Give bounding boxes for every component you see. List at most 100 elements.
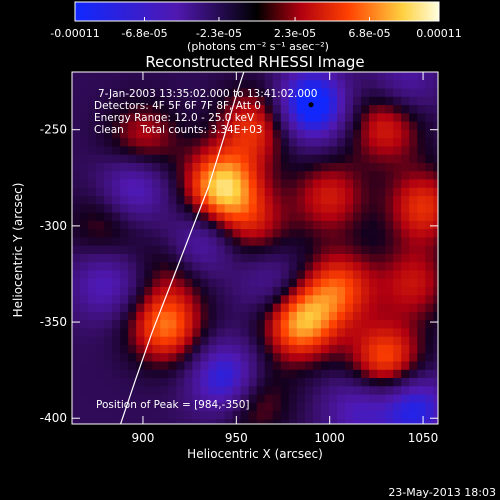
heatmap-cell xyxy=(353,121,362,131)
heatmap-cell xyxy=(280,336,290,346)
heatmap-cell xyxy=(401,262,410,272)
heatmap-cell xyxy=(377,369,386,379)
heatmap-cell xyxy=(377,105,386,114)
heatmap-cell xyxy=(312,72,322,81)
heatmap-cell xyxy=(377,88,386,98)
heatmap-cell xyxy=(345,146,354,156)
heatmap-cell xyxy=(288,344,298,354)
heatmap-cell xyxy=(433,378,438,387)
heatmap-cell xyxy=(176,163,185,172)
heatmap-cell xyxy=(112,311,121,321)
heatmap-cell xyxy=(409,204,418,214)
heatmap-cell xyxy=(216,113,226,123)
heatmap-cell xyxy=(288,138,298,148)
heatmap-cell xyxy=(184,353,193,363)
heatmap-cell xyxy=(401,361,410,371)
heatmap-cell xyxy=(320,129,330,139)
heatmap-cell xyxy=(136,320,145,329)
heatmap-cell xyxy=(304,270,314,280)
heatmap-cell xyxy=(288,295,298,305)
heatmap-cell xyxy=(160,411,169,420)
heatmap-cell xyxy=(216,394,226,404)
heatmap-cell xyxy=(160,320,169,329)
heatmap-cell xyxy=(264,72,274,81)
heatmap-cell xyxy=(136,196,145,205)
heatmap-cell xyxy=(232,138,242,148)
heatmap-cell xyxy=(433,229,438,238)
heatmap-cell xyxy=(232,72,242,81)
heatmap-cell xyxy=(417,369,426,379)
heatmap-cell xyxy=(328,353,338,363)
heatmap-cell xyxy=(337,378,346,387)
heatmap-cell xyxy=(184,344,193,354)
heatmap-cell xyxy=(409,237,418,247)
heatmap-cell xyxy=(184,394,193,404)
heatmap-cell xyxy=(72,129,81,139)
heatmap-cell xyxy=(337,361,346,371)
heatmap-cell xyxy=(152,204,161,214)
heatmap-cell xyxy=(144,419,153,424)
heatmap-cell xyxy=(208,295,218,305)
heatmap-cell xyxy=(401,113,410,123)
heatmap-cell xyxy=(136,146,145,156)
heatmap-cell xyxy=(248,154,258,164)
heatmap-cell xyxy=(401,386,410,396)
heatmap-cell xyxy=(152,320,161,329)
heatmap-cell xyxy=(128,80,137,90)
heatmap-cell xyxy=(104,220,113,230)
heatmap-cell xyxy=(192,171,201,181)
heatmap-cell xyxy=(232,287,242,296)
heatmap-cell xyxy=(393,196,402,205)
heatmap-cell xyxy=(409,295,418,305)
heatmap-cell xyxy=(176,278,185,288)
heatmap-cell xyxy=(224,154,234,164)
heatmap-cell xyxy=(88,353,97,363)
heatmap-cell xyxy=(72,278,81,288)
heatmap-cell xyxy=(120,311,129,321)
heatmap-cell xyxy=(88,187,97,197)
heatmap-cell xyxy=(272,129,282,139)
heatmap-cell xyxy=(232,411,242,420)
heatmap-cell xyxy=(208,96,218,106)
heatmap-cell xyxy=(152,278,161,288)
heatmap-cell xyxy=(304,320,314,329)
x-tick-label: 900 xyxy=(132,431,155,445)
heatmap-cell xyxy=(264,204,274,214)
heatmap-cell xyxy=(240,402,250,412)
heatmap-cell xyxy=(240,262,250,272)
heatmap-cell xyxy=(152,411,161,420)
heatmap-cell xyxy=(337,171,346,181)
heatmap-cell xyxy=(120,369,129,379)
heatmap-cell xyxy=(112,361,121,371)
heatmap-cell xyxy=(240,311,250,321)
heatmap-cell xyxy=(361,419,370,424)
heatmap-cell xyxy=(369,369,378,379)
heatmap-cell xyxy=(112,270,121,280)
heatmap-cell xyxy=(152,245,161,255)
heatmap-cell xyxy=(425,113,434,123)
heatmap-cell xyxy=(312,361,322,371)
heatmap-cell xyxy=(136,212,145,222)
heatmap-cell xyxy=(224,88,234,98)
heatmap-cell xyxy=(264,311,274,321)
heatmap-cell xyxy=(393,245,402,255)
heatmap-cell xyxy=(288,179,298,189)
heatmap-cell xyxy=(312,121,322,131)
heatmap-cell xyxy=(216,254,226,263)
heatmap-cell xyxy=(401,336,410,346)
heatmap-cell xyxy=(304,411,314,420)
heatmap-cell xyxy=(377,320,386,329)
heatmap-cell xyxy=(264,369,274,379)
heatmap-cell xyxy=(409,146,418,156)
heatmap-cell xyxy=(96,154,105,164)
heatmap-cell xyxy=(288,328,298,338)
heatmap-cell xyxy=(433,278,438,288)
heatmap-cell xyxy=(216,196,226,205)
heatmap-cell xyxy=(192,204,201,214)
heatmap-cell xyxy=(176,237,185,247)
heatmap-cell xyxy=(320,113,330,123)
x-tick-label: 1050 xyxy=(408,431,439,445)
heatmap-cell xyxy=(72,154,81,164)
heatmap-cell xyxy=(120,96,129,106)
heatmap-cell xyxy=(264,88,274,98)
